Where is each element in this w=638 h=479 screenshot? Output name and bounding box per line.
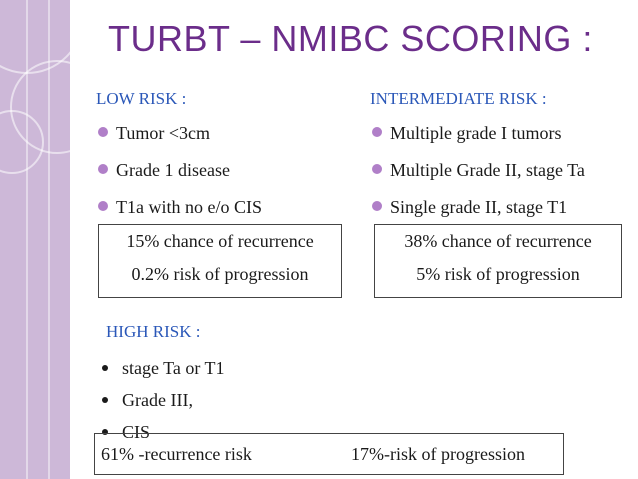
list-item: Tumor <3cm (96, 120, 262, 157)
bullet-icon (98, 164, 108, 174)
sidebar-line (26, 0, 28, 479)
low-risk-progression: 0.2% risk of progression (131, 264, 309, 284)
list-item: Grade 1 disease (96, 157, 262, 194)
bullet-icon (98, 127, 108, 137)
low-risk-heading: LOW RISK : (96, 89, 187, 108)
intermediate-risk-progression: 5% risk of progression (416, 264, 580, 284)
list-item: Grade III, (100, 387, 225, 419)
intermediate-risk-list: Multiple grade I tumors Multiple Grade I… (370, 120, 585, 231)
list-item: Multiple Grade II, stage Ta (370, 157, 585, 194)
bullet-icon (102, 365, 108, 371)
low-risk-recurrence: 15% chance of recurrence (126, 231, 314, 251)
decorative-sidebar (0, 0, 70, 479)
intermediate-risk-recurrence: 38% chance of recurrence (404, 231, 592, 251)
high-risk-recurrence: 61% -recurrence risk (101, 444, 252, 464)
bullet-icon (98, 201, 108, 211)
bullet-icon (102, 429, 108, 435)
list-item: CIS (100, 419, 225, 451)
bullet-icon (372, 127, 382, 137)
low-risk-list: Tumor <3cm Grade 1 disease T1a with no e… (96, 120, 262, 231)
intermediate-risk-heading: INTERMEDIATE RISK : (370, 89, 547, 108)
intermediate-risk-outcome-box: 38% chance of recurrence 5% risk of prog… (374, 224, 622, 298)
slide-title: TURBT – NMIBC SCORING : (108, 18, 593, 59)
list-item: T1a with no e/o CIS (96, 194, 262, 231)
high-risk-heading: HIGH RISK : (106, 322, 201, 341)
list-item: Multiple grade I tumors (370, 120, 585, 157)
list-item: Single grade II, stage T1 (370, 194, 585, 231)
high-risk-outcome-box: 61% -recurrence risk 17%-risk of progres… (94, 433, 564, 475)
low-risk-outcome-box: 15% chance of recurrence 0.2% risk of pr… (98, 224, 342, 298)
high-risk-list: stage Ta or T1 Grade III, CIS (100, 355, 225, 451)
bullet-icon (372, 201, 382, 211)
list-item: stage Ta or T1 (100, 355, 225, 387)
high-risk-progression: 17%-risk of progression (351, 444, 525, 464)
bullet-icon (372, 164, 382, 174)
bullet-icon (102, 397, 108, 403)
sidebar-line (48, 0, 50, 479)
